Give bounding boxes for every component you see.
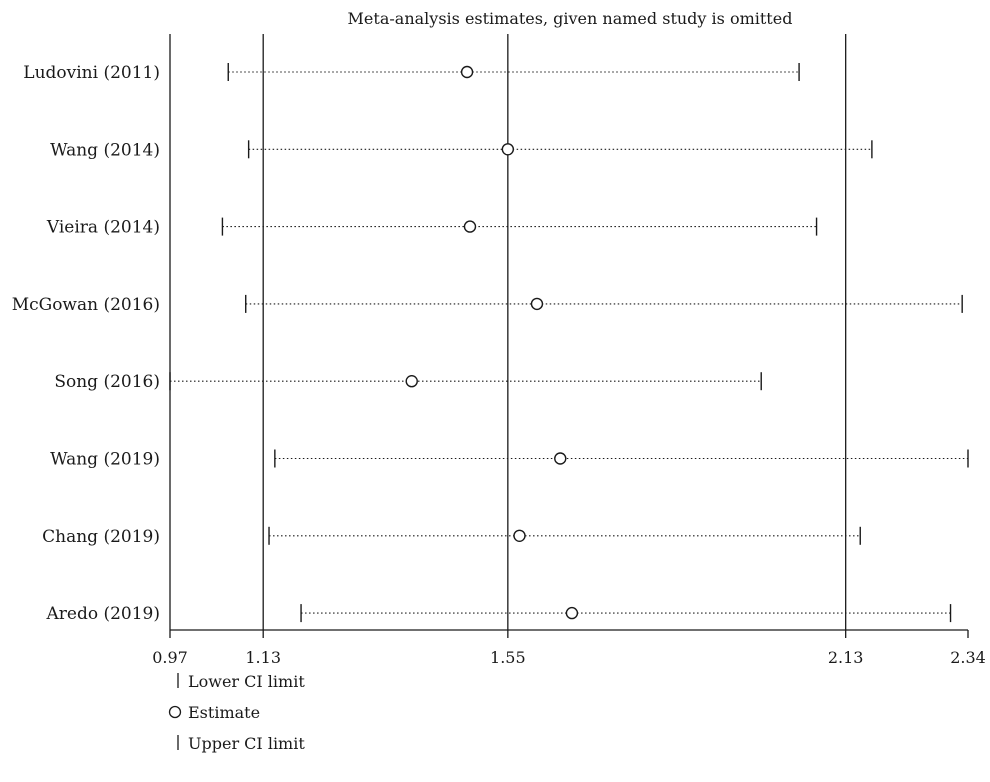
legend: Lower CI limit Estimate Upper CI limit — [168, 672, 305, 753]
x-tick-label: 1.55 — [490, 648, 526, 667]
study-row: Ludovini (2011) — [23, 63, 800, 83]
study-row: Chang (2019) — [42, 526, 861, 547]
estimate-marker — [501, 143, 515, 156]
study-label: Wang (2014) — [50, 140, 160, 160]
x-tick-label: 2.13 — [828, 648, 864, 667]
study-label: Song (2016) — [54, 372, 160, 392]
estimate-marker — [565, 606, 579, 620]
chart-title: Meta-analysis estimates, given named stu… — [348, 9, 793, 28]
study-label: McGowan (2016) — [12, 295, 160, 315]
estimate-marker — [554, 452, 567, 465]
estimate-marker — [530, 297, 544, 311]
study-rows: Ludovini (2011) Wang (2014) Vieira (2014) M… — [12, 63, 969, 624]
x-tick-label: 2.34 — [950, 648, 986, 667]
study-label: Ludovini (2011) — [23, 63, 160, 83]
estimate-marker — [460, 65, 474, 79]
study-label: Aredo (2019) — [45, 604, 160, 624]
legend-upper-label: Upper CI limit — [188, 734, 305, 753]
legend-lower-label: Lower CI limit — [188, 672, 305, 691]
study-row: Song (2016) — [54, 372, 762, 392]
study-row: Wang (2019) — [50, 449, 969, 470]
x-tick-label: 0.97 — [152, 648, 188, 667]
study-row: Vieira (2014) — [46, 217, 818, 238]
reference-lines — [169, 34, 847, 630]
legend-estimate-label: Estimate — [188, 703, 260, 722]
x-tick-label: 1.13 — [245, 648, 281, 667]
legend-estimate-symbol — [168, 705, 182, 719]
study-label: Chang (2019) — [42, 527, 160, 547]
estimate-marker — [463, 220, 477, 233]
study-row: Aredo (2019) — [45, 604, 952, 624]
estimate-marker — [405, 375, 418, 388]
study-row: McGowan (2016) — [12, 294, 963, 315]
study-row: Wang (2014) — [50, 140, 873, 160]
study-label: Wang (2019) — [50, 450, 160, 470]
study-label: Vieira (2014) — [46, 218, 160, 238]
x-axis: 0.97 1.13 1.55 2.13 2.34 — [152, 629, 986, 667]
estimate-marker — [513, 529, 526, 542]
